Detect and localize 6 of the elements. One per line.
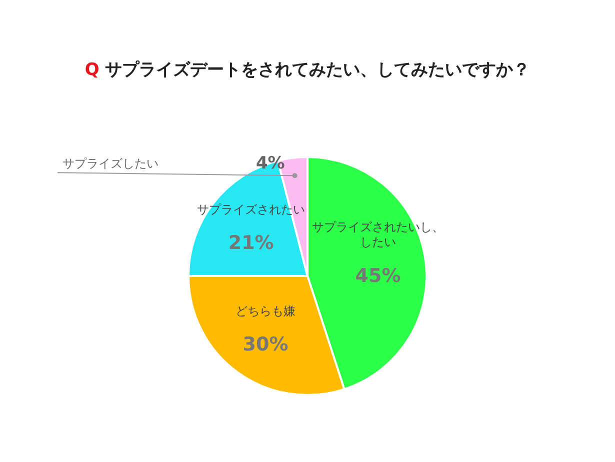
chart-title: Q サプライズデートをされてみたい、してみたいですか？ xyxy=(84,59,532,81)
slice-label: どちらも嫌 xyxy=(236,304,296,318)
data-label: 30% xyxy=(242,334,288,356)
data-label: 21% xyxy=(228,232,274,254)
data-label: 45% xyxy=(355,264,401,287)
slice-label: サプライズしたい xyxy=(62,156,158,171)
